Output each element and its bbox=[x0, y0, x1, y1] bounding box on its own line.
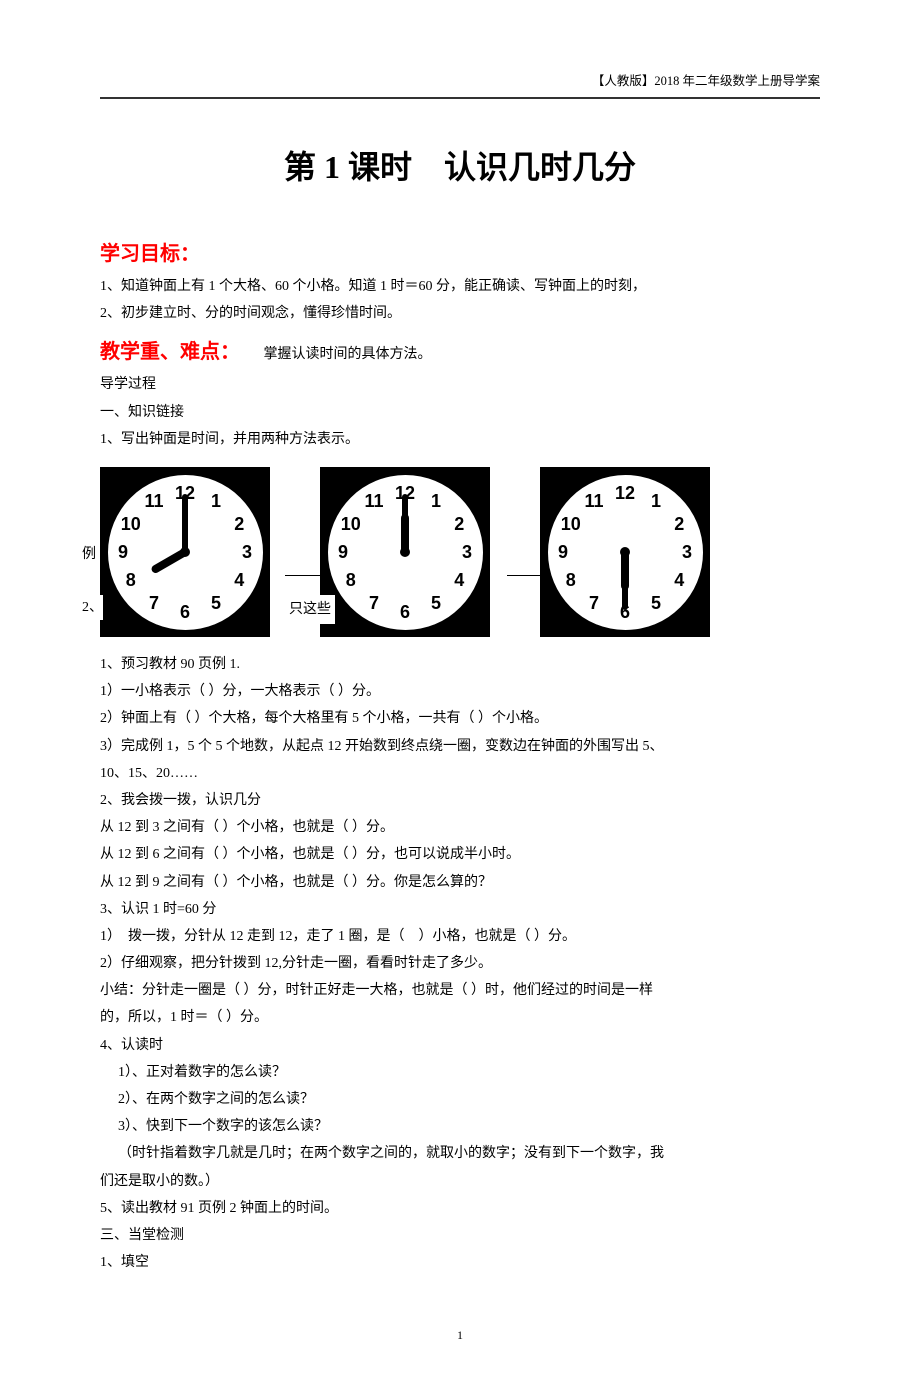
minute-hand bbox=[402, 494, 408, 552]
goal-item-1: 1、知道钟面上有 1 个大格、60 个小格。知道 1 时＝60 分，能正确读、写… bbox=[100, 274, 820, 299]
clock-number: 7 bbox=[369, 587, 379, 619]
content-line: 2）仔细观察，把分针拨到 12,分针走一圈，看看时针走了多少。 bbox=[100, 951, 820, 976]
clock-number: 7 bbox=[149, 587, 159, 619]
clock-number: 10 bbox=[561, 508, 581, 540]
clock-number: 9 bbox=[558, 536, 568, 568]
clock-number: 5 bbox=[651, 587, 661, 619]
part1-line: 1、写出钟面是时间，并用两种方法表示。 bbox=[100, 427, 820, 452]
clock-number: 6 bbox=[400, 596, 410, 628]
focus-heading: 教学重、难点： bbox=[100, 341, 240, 363]
overlay-example: 例 bbox=[82, 542, 96, 567]
content-line: 1）一小格表示（ ）分，一大格表示（ ）分。 bbox=[100, 679, 820, 704]
clock-number: 12 bbox=[615, 477, 635, 509]
content-block: 1、预习教材 90 页例 1.1）一小格表示（ ）分，一大格表示（ ）分。2）钟… bbox=[100, 652, 820, 1058]
clock-number: 8 bbox=[346, 564, 356, 596]
lesson-title: 第 1 课时 认识几时几分 bbox=[100, 139, 820, 197]
indent-block: 1）、正对着数字的怎么读？2）、在两个数字之间的怎么读？3）、快到下一个数字的该… bbox=[100, 1060, 820, 1167]
content-line: 从 12 到 3 之间有（ ）个小格，也就是（ ）分。 bbox=[100, 815, 820, 840]
clocks-row: 例 2、 只这些 121234567891011 121234567891011… bbox=[100, 467, 820, 637]
clock-number: 11 bbox=[364, 485, 383, 517]
header-divider bbox=[100, 97, 820, 99]
minute-hand bbox=[622, 552, 628, 610]
after-block: 们还是取小的数。）5、读出教材 91 页例 2 钟面上的时间。三、当堂检测1、填… bbox=[100, 1169, 820, 1276]
clock-number: 8 bbox=[126, 564, 136, 596]
clock-number: 8 bbox=[566, 564, 576, 596]
content-line: 5、读出教材 91 页例 2 钟面上的时间。 bbox=[100, 1196, 820, 1221]
clock-3: 121234567891011 bbox=[540, 467, 710, 637]
page-number: 1 bbox=[100, 1325, 820, 1347]
content-line: 从 12 到 9 之间有（ ）个小格，也就是（ ）分。你是怎么算的？ bbox=[100, 870, 820, 895]
content-line: 10、15、20…… bbox=[100, 761, 820, 786]
clock-number: 5 bbox=[211, 587, 221, 619]
content-line: 4、认读时 bbox=[100, 1033, 820, 1058]
content-line: 2、我会拨一拨，认识几分 bbox=[100, 788, 820, 813]
content-line: 3、认识 1 时=60 分 bbox=[100, 897, 820, 922]
goal-item-2: 2、初步建立时、分的时间观念，懂得珍惜时间。 bbox=[100, 301, 820, 326]
content-line: 的，所以，1 时＝（ ）分。 bbox=[100, 1005, 820, 1030]
content-line: 2）钟面上有（ ）个大格，每个大格里有 5 个小格，一共有（ ）个小格。 bbox=[100, 706, 820, 731]
page-header: 【人教版】2018 年二年级数学上册导学案 bbox=[100, 70, 820, 93]
minute-hand bbox=[182, 494, 188, 552]
part1-heading: 一、知识链接 bbox=[100, 400, 820, 425]
clock-number: 9 bbox=[118, 536, 128, 568]
content-line: 三、当堂检测 bbox=[100, 1223, 820, 1248]
clock-number: 11 bbox=[144, 485, 163, 517]
content-line-indent: （时针指着数字几就是几时；在两个数字之间的，就取小的数字；没有到下一个数字，我 bbox=[118, 1141, 820, 1166]
overlay-2: 2、 bbox=[82, 595, 103, 620]
clock-number: 4 bbox=[234, 564, 244, 596]
clock-center bbox=[620, 547, 630, 557]
content-line: 1、预习教材 90 页例 1. bbox=[100, 652, 820, 677]
clock-number: 1 bbox=[211, 485, 221, 517]
content-line: 1） 拨一拨，分针从 12 走到 12，走了 1 圈，是（ ）小格，也就是（ ）… bbox=[100, 924, 820, 949]
clock-number: 10 bbox=[341, 508, 361, 540]
content-line: 们还是取小的数。） bbox=[100, 1169, 820, 1194]
content-line: 1、填空 bbox=[100, 1250, 820, 1275]
clock-1: 121234567891011 bbox=[100, 467, 270, 637]
content-line-indent: 1）、正对着数字的怎么读？ bbox=[118, 1060, 820, 1085]
clock-center bbox=[180, 547, 190, 557]
clock-number: 10 bbox=[121, 508, 141, 540]
content-line: 3）完成例 1，5 个 5 个地数，从起点 12 开始数到终点绕一圈，变数边在钟… bbox=[100, 734, 820, 759]
content-line-indent: 2）、在两个数字之间的怎么读？ bbox=[118, 1087, 820, 1112]
clock-number: 1 bbox=[431, 485, 441, 517]
goals-heading: 学习目标： bbox=[100, 243, 200, 265]
clock-2: 121234567891011 bbox=[320, 467, 490, 637]
clock-number: 11 bbox=[584, 485, 603, 517]
clock-number: 4 bbox=[674, 564, 684, 596]
clock-number: 6 bbox=[180, 596, 190, 628]
clock-number: 1 bbox=[651, 485, 661, 517]
focus-text: 掌握认读时间的具体方法。 bbox=[264, 347, 432, 362]
content-line: 小结：分针走一圈是（ ）分，时针正好走一大格，也就是（ ）时，他们经过的时间是一… bbox=[100, 978, 820, 1003]
clock-number: 9 bbox=[338, 536, 348, 568]
clock-center bbox=[400, 547, 410, 557]
clock-number: 7 bbox=[589, 587, 599, 619]
content-line-indent: 3）、快到下一个数字的该怎么读？ bbox=[118, 1114, 820, 1139]
clock-number: 4 bbox=[454, 564, 464, 596]
content-line: 从 12 到 6 之间有（ ）个小格，也就是（ ）分，也可以说成半小时。 bbox=[100, 842, 820, 867]
clock-number: 5 bbox=[431, 587, 441, 619]
intro-label: 导学过程 bbox=[100, 372, 820, 397]
overlay-2b: 只这些 bbox=[285, 595, 335, 624]
